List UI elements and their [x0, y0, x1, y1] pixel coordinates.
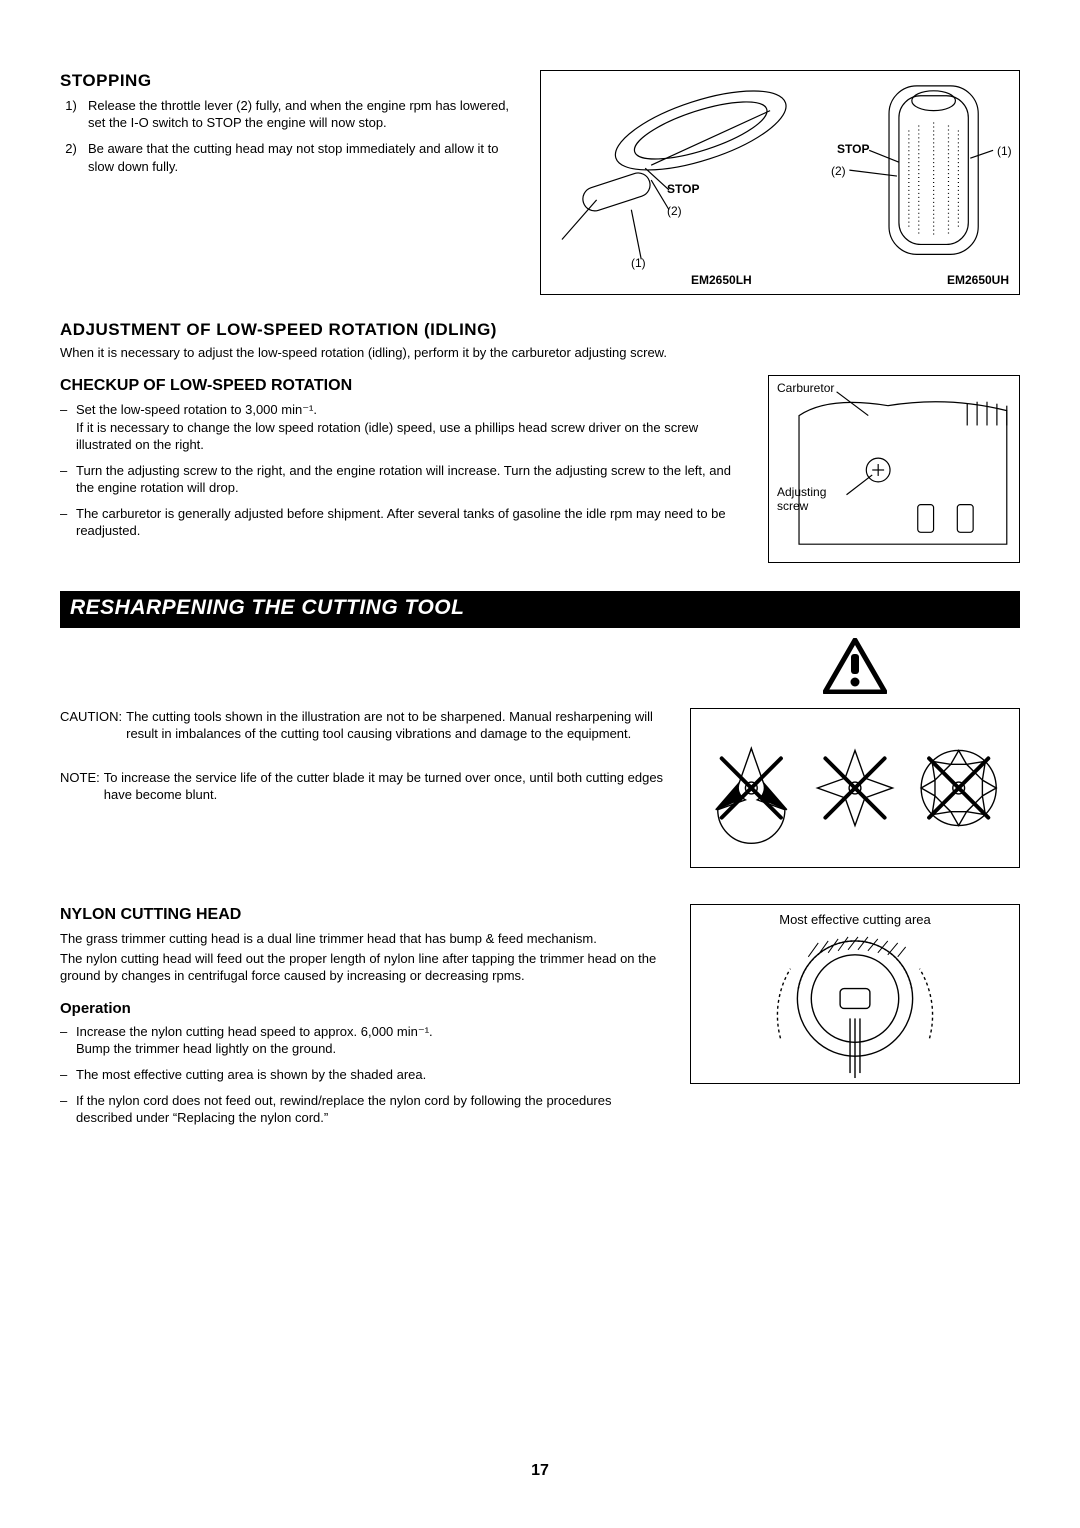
- adjustment-intro: When it is necessary to adjust the low-s…: [60, 344, 1020, 362]
- operation-item-2: The most effective cutting area is shown…: [60, 1066, 670, 1084]
- carburetor-svg: [769, 376, 1019, 562]
- callout-2-right: (2): [831, 163, 846, 179]
- nylon-figure-caption: Most effective cutting area: [691, 905, 1019, 929]
- nylon-para-2: The nylon cutting head will feed out the…: [60, 950, 670, 985]
- stop-label-left: STOP: [667, 181, 699, 197]
- blades-figure: [690, 708, 1020, 868]
- callout-2-left: (2): [667, 203, 682, 219]
- model-left-label: EM2650LH: [691, 272, 752, 288]
- page-number: 17: [0, 1460, 1080, 1482]
- callout-1-right: (1): [997, 143, 1012, 159]
- operation-list: Increase the nylon cutting head speed to…: [60, 1023, 670, 1127]
- nylon-figure: Most effective cutting area: [690, 904, 1020, 1084]
- warning-triangle: [690, 638, 1020, 699]
- carburetor-figure: Carburetor Adjusting screw: [768, 375, 1020, 563]
- checkup-heading: CHECKUP OF LOW-SPEED ROTATION: [60, 375, 748, 397]
- caution-label: CAUTION:: [60, 708, 122, 743]
- checkup-item-3: The carburetor is generally adjusted bef…: [60, 505, 748, 540]
- checkup-item-1: Set the low-speed rotation to 3,000 min⁻…: [60, 401, 748, 454]
- stopping-list: Release the throttle lever (2) fully, an…: [60, 97, 520, 175]
- carburetor-label: Carburetor: [777, 380, 834, 396]
- nylon-head-svg: [691, 929, 1019, 1083]
- note-block: NOTE: To increase the service life of th…: [60, 769, 670, 804]
- stopping-heading: STOPPING: [60, 70, 520, 93]
- stopping-item-2: Be aware that the cutting head may not s…: [84, 140, 520, 175]
- nylon-heading: NYLON CUTTING HEAD: [60, 904, 670, 926]
- operation-item-3: If the nylon cord does not feed out, rew…: [60, 1092, 670, 1127]
- operation-heading: Operation: [60, 999, 670, 1019]
- stopping-figure: STOP (2) (1) STOP (1) (2) EM2650LH EM265…: [540, 70, 1020, 295]
- stop-label-right: STOP: [837, 141, 869, 157]
- checkup-item-2: Turn the adjusting screw to the right, a…: [60, 462, 748, 497]
- screw-label: screw: [777, 498, 808, 514]
- callout-1-left: (1): [631, 255, 646, 271]
- resharpening-bar: RESHARPENING THE CUTTING TOOL: [60, 591, 1020, 627]
- checkup-list: Set the low-speed rotation to 3,000 min⁻…: [60, 401, 748, 540]
- note-text: To increase the service life of the cutt…: [104, 769, 670, 804]
- stopping-diagram-svg: [541, 71, 1019, 294]
- caution-block: CAUTION: The cutting tools shown in the …: [60, 708, 670, 743]
- nylon-para-1: The grass trimmer cutting head is a dual…: [60, 930, 670, 948]
- stopping-item-1: Release the throttle lever (2) fully, an…: [84, 97, 520, 132]
- note-label: NOTE:: [60, 769, 100, 804]
- caution-text: The cutting tools shown in the illustrat…: [126, 708, 670, 743]
- model-right-label: EM2650UH: [947, 272, 1009, 288]
- operation-item-1: Increase the nylon cutting head speed to…: [60, 1023, 670, 1058]
- adjustment-heading: ADJUSTMENT OF LOW-SPEED ROTATION (IDLING…: [60, 319, 1020, 342]
